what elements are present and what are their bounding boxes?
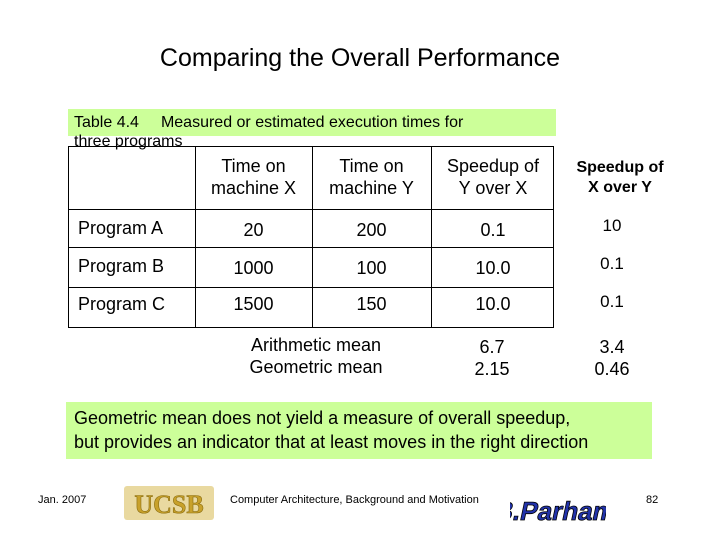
cell-b-y: 100 xyxy=(356,258,387,278)
arith-mean-yx: 6.7 xyxy=(479,337,505,357)
caption-label: Table 4.4 xyxy=(74,114,139,131)
table-divider xyxy=(69,287,553,288)
caption-text: Measured or estimated execution times fo… xyxy=(160,114,464,131)
table-divider xyxy=(69,209,553,210)
table-caption: Table 4.4 Measured or estimated execution… xyxy=(74,113,534,151)
table-caption-highlight xyxy=(68,109,556,136)
geometric-mean-label: Geometric mean xyxy=(249,357,383,377)
arithmetic-mean-label: Arithmetic mean xyxy=(250,335,382,355)
cell-c-speedup-xy: 0.1 xyxy=(600,292,624,311)
means-speedup-yx: 6.7 2.15 xyxy=(430,336,554,380)
row-label-program-c: Program C xyxy=(78,294,166,314)
page-number: 82 xyxy=(646,494,659,506)
arith-mean-xy: 3.4 xyxy=(599,337,625,357)
cell-a-y: 200 xyxy=(356,220,387,240)
note-text: Geometric mean does not yield a measure … xyxy=(74,406,654,454)
cell-c-speedup: 10.0 xyxy=(475,294,511,314)
svg-text:B.Parhami: B.Parhami xyxy=(510,496,606,526)
header-time-y: Time on machine Y xyxy=(329,156,414,198)
header-speedup-x-over-y: Speedup of X over Y xyxy=(576,159,664,196)
footer-course-title: Computer Architecture, Background and Mo… xyxy=(230,494,479,506)
note-highlight xyxy=(66,402,652,459)
header-time-x: Time on machine X xyxy=(210,156,297,198)
cell-a-speedup-xy: 10 xyxy=(602,216,622,235)
execution-times-table: Time on machine X Time on machine Y Speedu… xyxy=(68,146,554,328)
geo-mean-yx: 2.15 xyxy=(474,359,510,379)
cell-b-speedup: 10.0 xyxy=(475,258,511,278)
caption-text-line2: three programs xyxy=(74,133,183,150)
geo-mean-xy: 0.46 xyxy=(594,359,630,379)
means-speedup-xy: 3.4 0.46 xyxy=(562,336,662,380)
table-divider xyxy=(312,147,313,327)
cell-a-x: 20 xyxy=(243,220,264,240)
author-logo: B.Parhami xyxy=(491,488,627,528)
note-line-1: Geometric mean does not yield a measure … xyxy=(74,408,571,428)
header-speedup-y-over-x: Speedup of Y over X xyxy=(446,156,540,198)
note-line-2: but provides an indicator that at least … xyxy=(74,432,589,452)
footer-date: Jan. 2007 xyxy=(38,494,87,506)
cell-b-x: 1000 xyxy=(233,258,274,278)
row-label-program-b: Program B xyxy=(78,256,165,276)
means-labels: Arithmetic mean Geometric mean xyxy=(230,334,402,378)
table-divider xyxy=(195,147,196,327)
cell-c-x: 1500 xyxy=(233,294,274,314)
ucsb-logo: UCSB xyxy=(124,486,214,520)
svg-text:UCSB: UCSB xyxy=(134,490,203,519)
table-divider xyxy=(431,147,432,327)
row-label-program-a: Program A xyxy=(78,218,164,238)
cell-b-speedup-xy: 0.1 xyxy=(600,254,624,273)
cell-c-y: 150 xyxy=(356,294,387,314)
table-divider xyxy=(69,247,553,248)
cell-a-speedup: 0.1 xyxy=(480,220,506,240)
slide-title: Comparing the Overall Performance xyxy=(159,44,561,72)
